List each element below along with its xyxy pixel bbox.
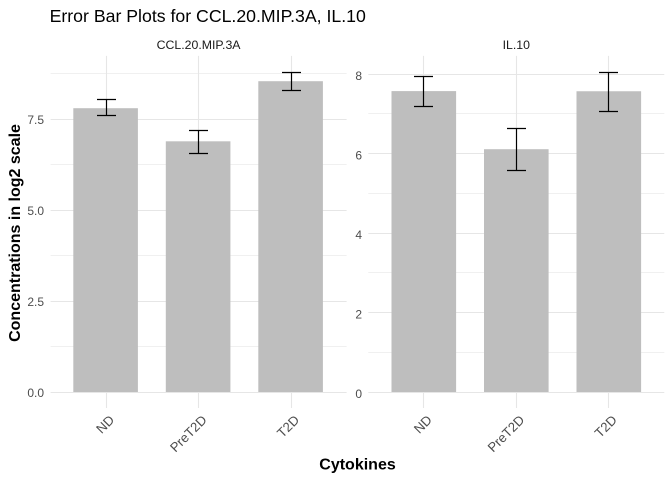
svg-text:5.0: 5.0 <box>27 204 44 218</box>
svg-text:Cytokines: Cytokines <box>319 456 396 473</box>
svg-text:7.5: 7.5 <box>27 113 44 127</box>
svg-text:8: 8 <box>355 69 362 83</box>
svg-text:2: 2 <box>355 308 362 322</box>
svg-text:IL.10: IL.10 <box>503 38 531 52</box>
svg-text:0.0: 0.0 <box>27 386 44 400</box>
svg-text:6: 6 <box>355 149 362 163</box>
svg-text:Concentrations in log2 scale: Concentrations in log2 scale <box>7 124 24 342</box>
svg-text:0: 0 <box>355 387 362 401</box>
svg-text:Error Bar Plots for CCL.20.MIP: Error Bar Plots for CCL.20.MIP.3A, IL.10 <box>50 6 366 26</box>
svg-text:CCL.20.MIP.3A: CCL.20.MIP.3A <box>157 38 242 52</box>
svg-text:2.5: 2.5 <box>27 295 44 309</box>
svg-text:4: 4 <box>355 228 362 242</box>
